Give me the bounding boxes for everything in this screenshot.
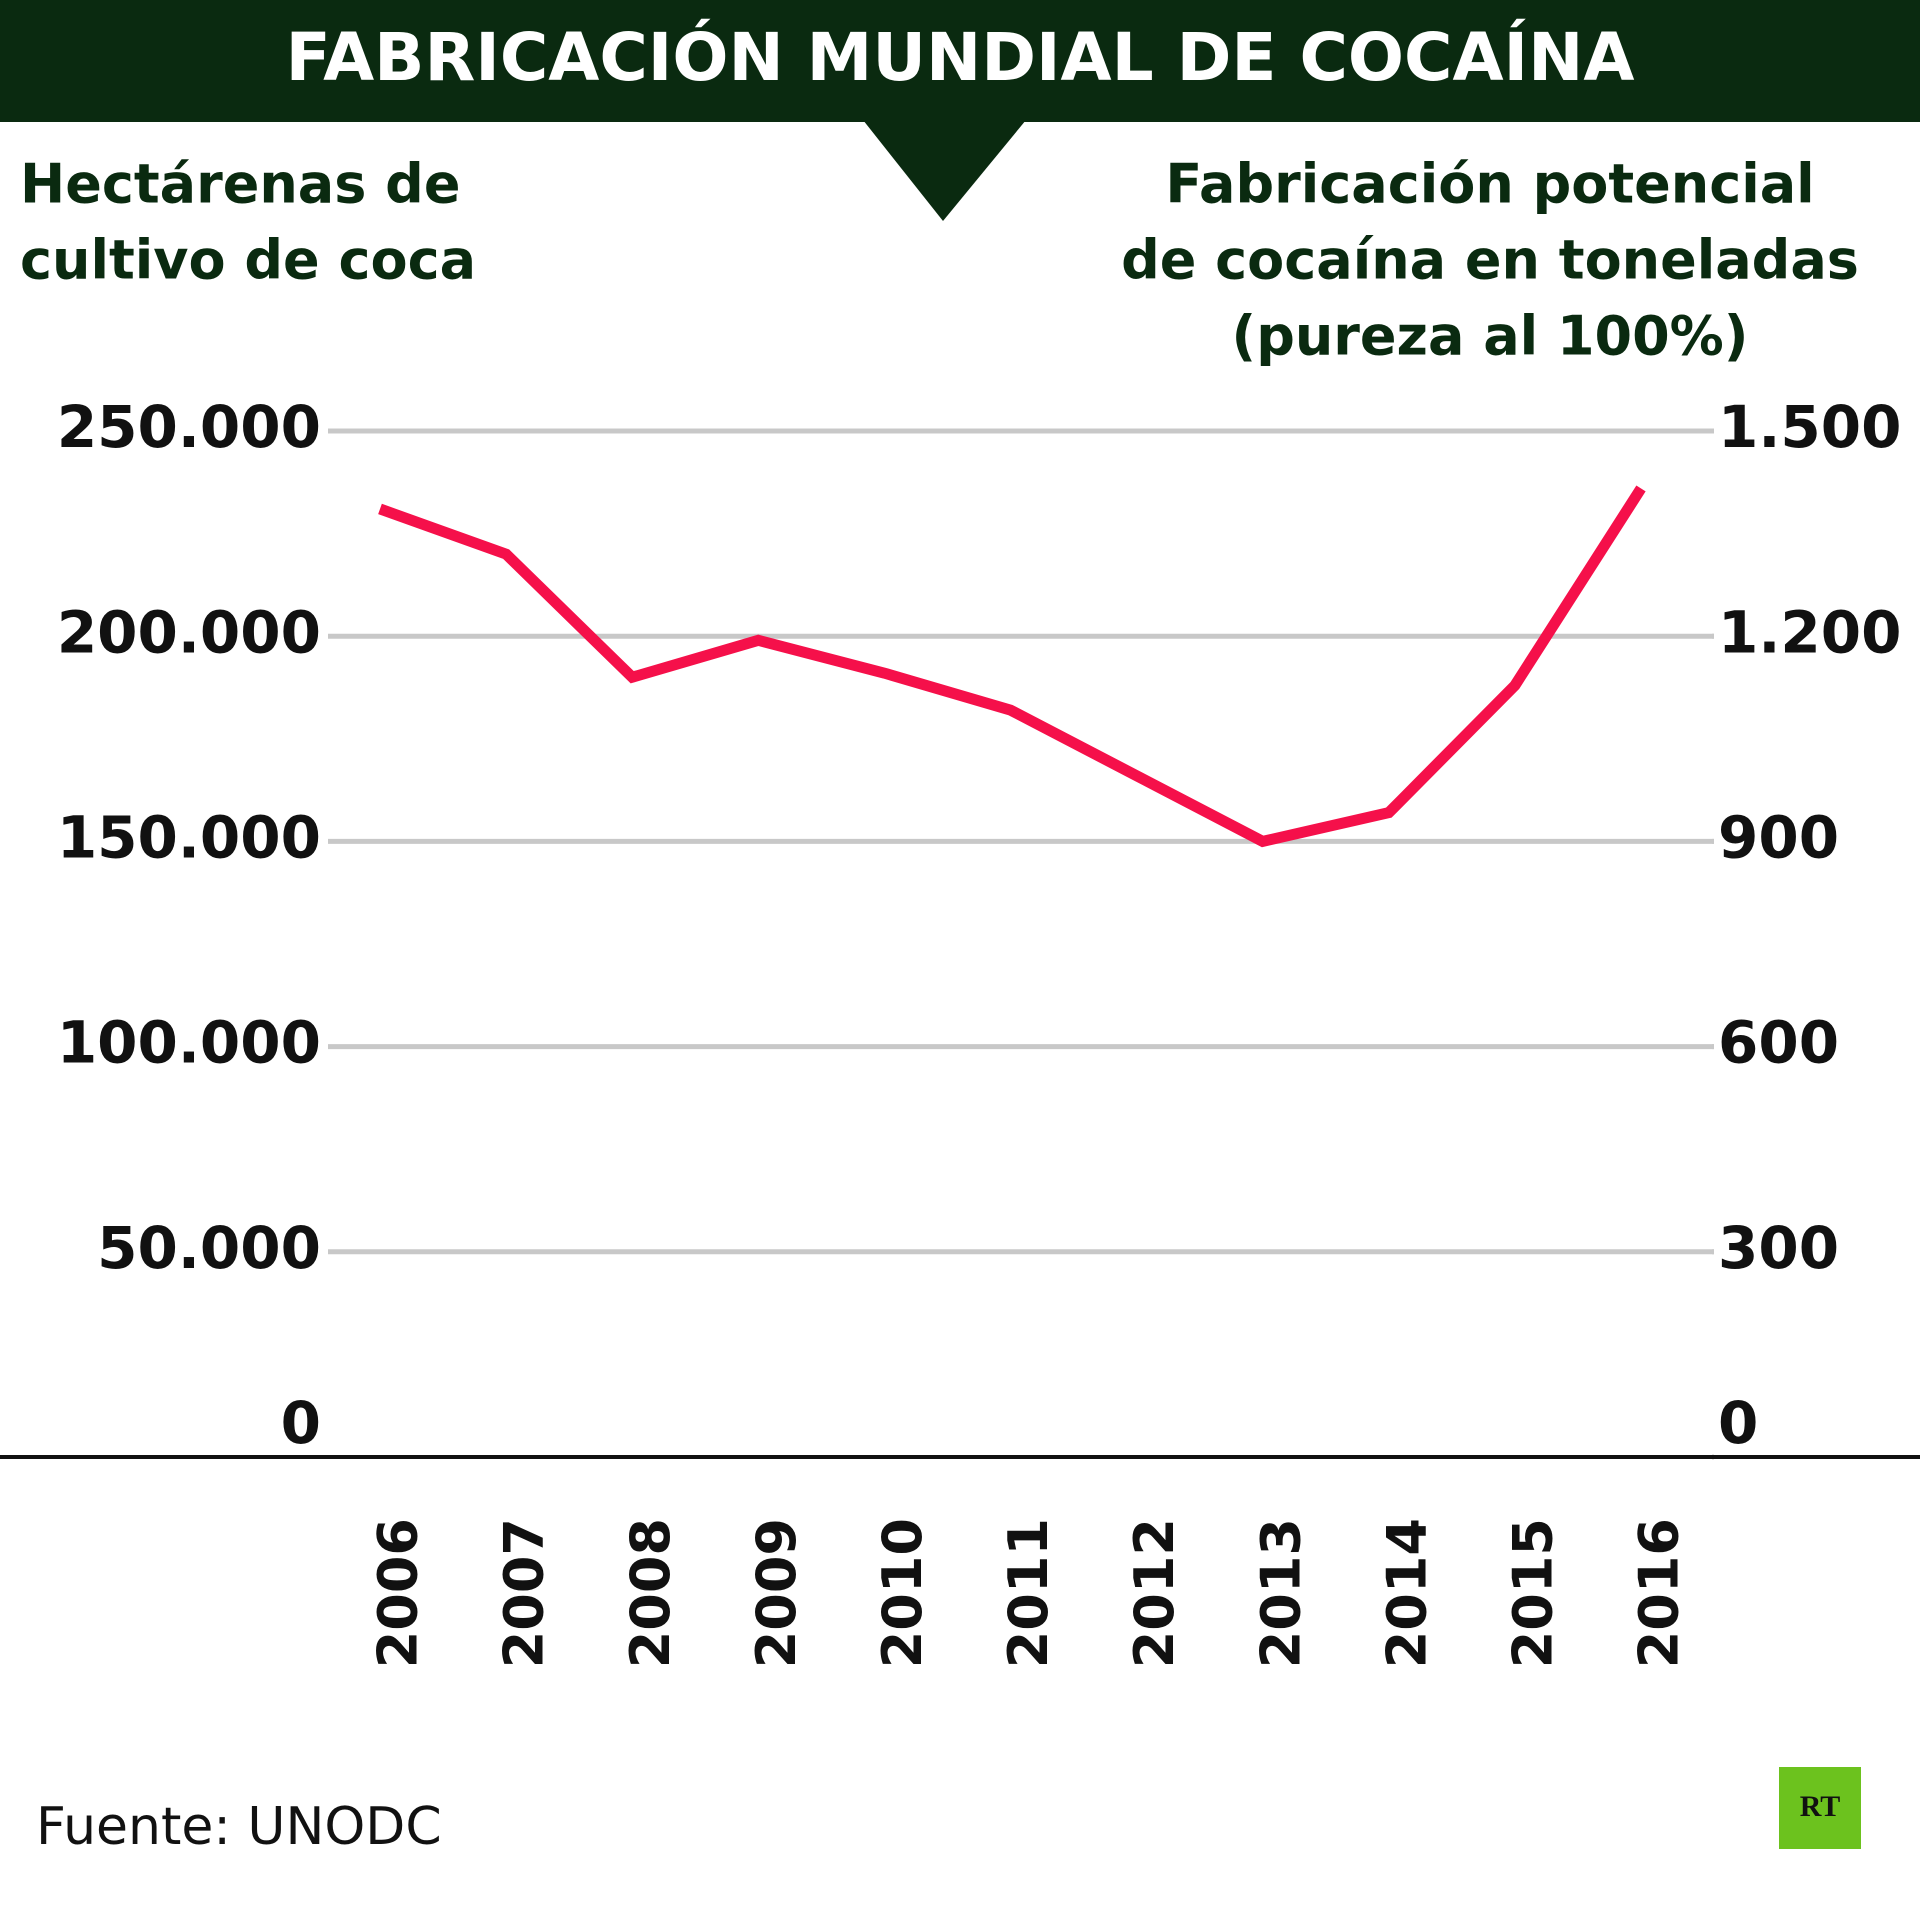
y-tick-label: 0 (281, 1389, 321, 1457)
x-tick-label: 2007 (493, 1518, 556, 1668)
y2-tick-label: 0 (1718, 1389, 1758, 1457)
y2-tick-label: 1.200 (1718, 598, 1901, 666)
x-tick-label: 2014 (1375, 1518, 1438, 1668)
y-tick-label: 50.000 (97, 1214, 321, 1282)
header-band (0, 0, 1920, 122)
y2-axis-title: de cocaína en toneladas (1121, 229, 1859, 292)
y2-axis-title: Fabricación potencial (1165, 153, 1814, 216)
x-tick-label: 2013 (1249, 1518, 1312, 1668)
x-tick-label: 2006 (367, 1518, 430, 1668)
y-axis-title: cultivo de coca (20, 229, 476, 292)
data-line (378, 485, 1646, 848)
x-tick-label: 2012 (1123, 1518, 1186, 1668)
x-tick-label: 2009 (745, 1518, 808, 1668)
y-axis-title: Hectárenas de (20, 153, 460, 216)
y-tick-label: 150.000 (57, 804, 321, 872)
source: Fuente: UNODC (36, 1797, 442, 1857)
y2-tick-label: 600 (1718, 1009, 1839, 1077)
y2-tick-label: 900 (1718, 804, 1839, 872)
logo-box (1779, 1767, 1861, 1849)
y-tick-label: 100.000 (57, 1009, 321, 1077)
logo: RT (1800, 1790, 1841, 1823)
y2-axis-title: (pureza al 100%) (1232, 305, 1749, 368)
y-tick-label: 200.000 (57, 598, 321, 666)
y-tick-label: 250.000 (57, 393, 321, 461)
header-notch (863, 120, 1026, 221)
x-tick-label: 2010 (871, 1518, 934, 1668)
x-tick-label: 2008 (619, 1518, 682, 1668)
y2-tick-label: 1.500 (1718, 393, 1901, 461)
x-tick-label: 2016 (1628, 1518, 1691, 1668)
x-tick-label: 2015 (1502, 1518, 1565, 1668)
x-tick-label: 2011 (997, 1518, 1060, 1668)
chart-title: FABRICACIÓN MUNDIAL DE COCAÍNA (286, 18, 1635, 96)
y2-tick-label: 300 (1718, 1214, 1839, 1282)
